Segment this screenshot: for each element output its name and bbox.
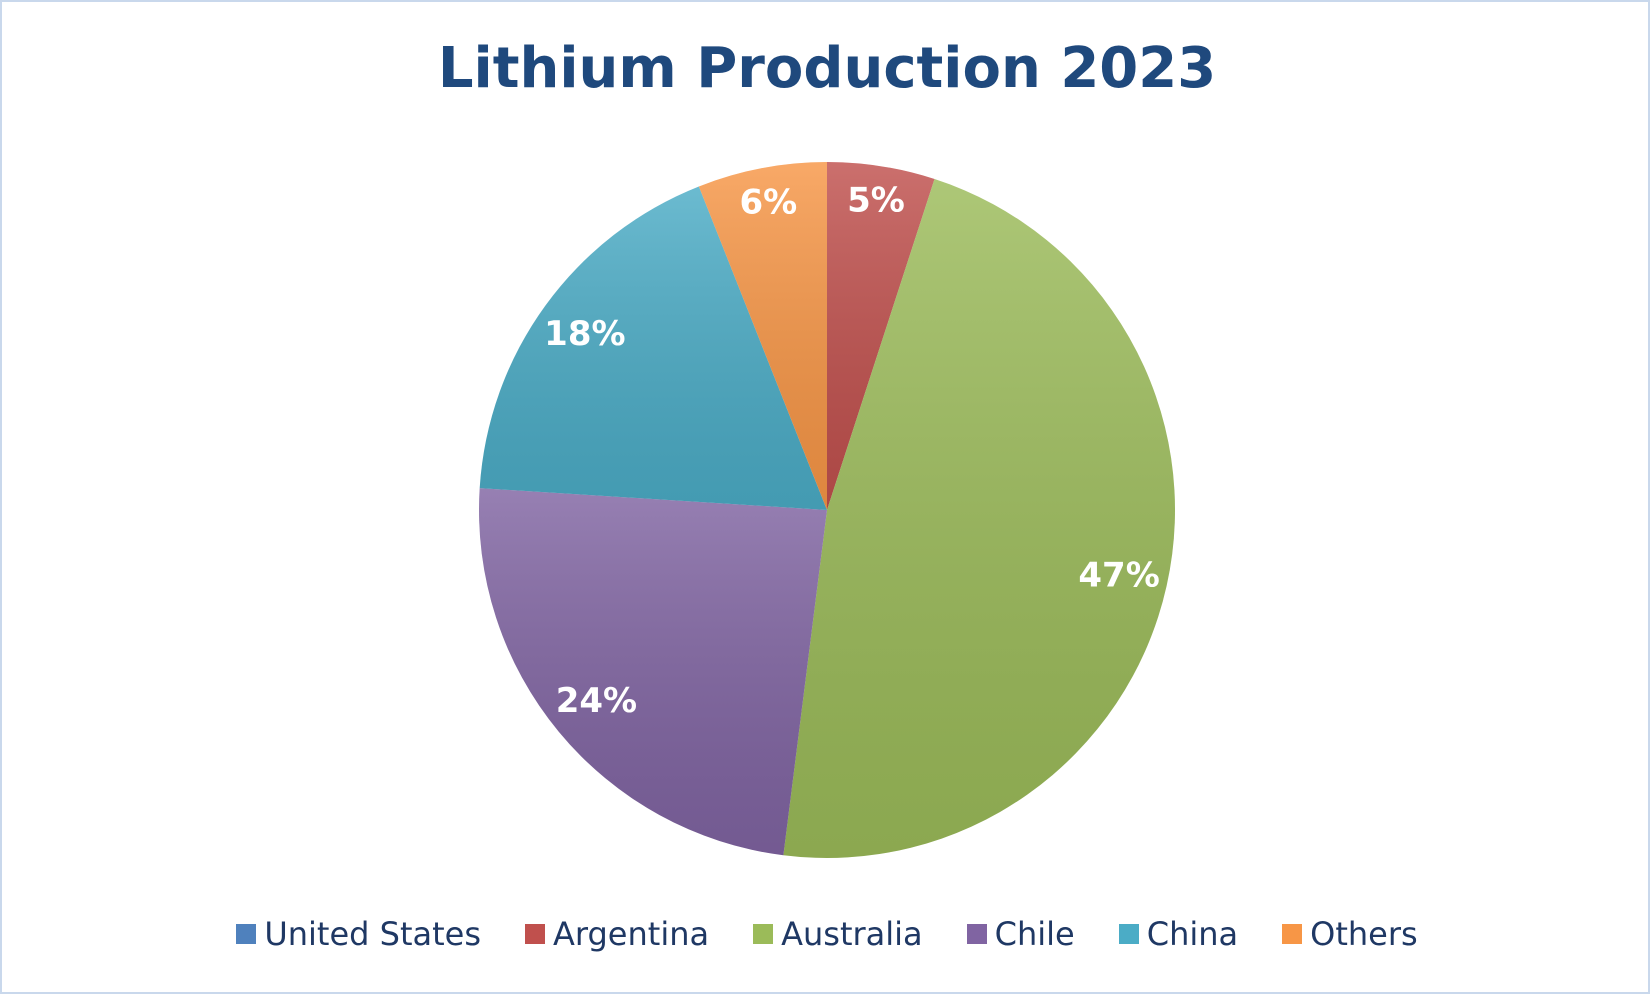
- pie-slice-shading-china: [479, 186, 827, 510]
- slice-labels: 5% 47% 24% 18% 6%: [544, 181, 1160, 721]
- legend-label: Others: [1310, 915, 1418, 953]
- pie-slice-shading-australia: [783, 179, 1175, 858]
- pie-slice-shading-argentina: [827, 162, 935, 510]
- legend-label: Australia: [781, 915, 923, 953]
- legend-label: Argentina: [553, 915, 710, 953]
- legend-label: Chile: [994, 915, 1075, 953]
- legend-item-australia: Australia: [753, 915, 923, 953]
- pie-slice-shading-others: [698, 162, 827, 510]
- chart-title: Lithium Production 2023: [437, 36, 1217, 101]
- legend-item-united-states: United States: [236, 915, 481, 953]
- legend-swatch: [525, 924, 545, 944]
- legend-item-others: Others: [1282, 915, 1418, 953]
- legend-label: China: [1146, 915, 1239, 953]
- legend-swatch: [236, 924, 257, 944]
- pie-slice-shading-chile: [479, 488, 827, 856]
- legend-item-argentina: Argentina: [525, 915, 709, 953]
- data-label-chile: 24%: [556, 681, 637, 721]
- legend: United States Argentina Australia Chile Chin…: [2, 915, 1650, 953]
- legend-item-china: China: [1118, 915, 1239, 953]
- legend-swatch: [1282, 924, 1303, 944]
- data-label-others: 6%: [739, 182, 797, 222]
- legend-swatch: [966, 924, 987, 944]
- data-label-argentina: 5%: [847, 181, 905, 221]
- data-label-china: 18%: [544, 314, 625, 354]
- data-label-australia: 47%: [1078, 555, 1159, 595]
- pie-slices: [479, 162, 1175, 858]
- legend-label: United States: [264, 915, 481, 953]
- legend-swatch: [753, 924, 774, 944]
- legend-swatch: [1118, 924, 1139, 944]
- legend-item-chile: Chile: [966, 915, 1075, 953]
